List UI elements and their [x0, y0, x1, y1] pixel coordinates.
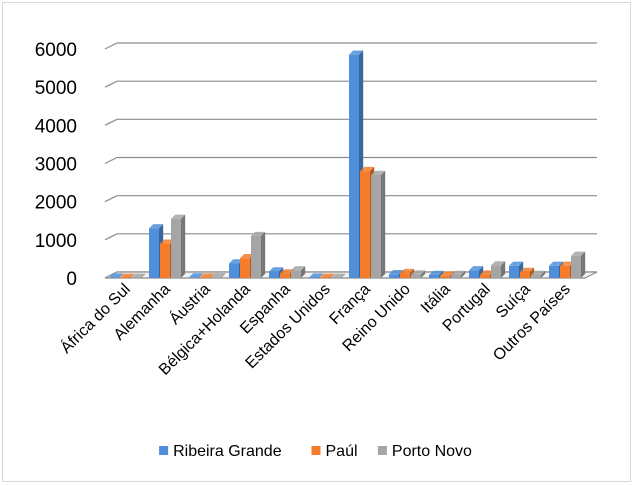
bar	[411, 270, 426, 278]
bar	[451, 270, 466, 278]
y-tick-label: 1000	[35, 231, 77, 252]
legend-item: Ribeira Grande	[159, 443, 282, 460]
bar	[309, 273, 324, 279]
y-tick-label: 0	[66, 269, 77, 290]
bar	[189, 273, 204, 278]
legend-item: Paúl	[311, 443, 358, 460]
bar-chart: 0 1000 2000 3000 4000 5000 6000 África do SulA…	[35, 40, 598, 460]
bar	[291, 266, 306, 278]
y-axis-tick-labels: 0 1000 2000 3000 4000 5000 6000	[35, 40, 77, 290]
y-tick-label: 6000	[35, 40, 77, 61]
gridline-depth	[104, 42, 118, 50]
gridline-depth	[104, 233, 118, 241]
bar	[491, 261, 506, 278]
legend-item: Porto Novo	[377, 443, 472, 460]
y-tick-label: 2000	[35, 193, 77, 214]
bar	[320, 273, 335, 279]
gridline-depth	[104, 80, 118, 88]
bar	[211, 273, 226, 278]
bar	[171, 214, 186, 278]
bar	[131, 273, 146, 279]
legend-swatch	[311, 446, 321, 455]
x-tick-label: Itália	[418, 281, 454, 317]
y-tick-label: 4000	[35, 116, 77, 137]
x-axis-category-labels: África do SulAlemanhaÁustriaBélgica+Hola…	[56, 279, 574, 378]
bars	[109, 50, 586, 279]
legend-swatch	[159, 446, 169, 455]
chart-area: 0 1000 2000 3000 4000 5000 6000 África do Sul A…	[2, 2, 631, 482]
y-tick-label: 5000	[35, 78, 77, 99]
bar	[331, 273, 346, 279]
bar	[200, 273, 215, 279]
x-tick-label: África do Sul	[56, 279, 134, 357]
gridline-depth	[104, 156, 118, 165]
bar	[251, 231, 266, 278]
gridline-depth	[104, 118, 118, 126]
bar	[120, 273, 135, 279]
bar	[371, 170, 386, 278]
legend-label: Ribeira Grande	[173, 443, 282, 460]
bar	[109, 273, 124, 279]
legend-label: Porto Novo	[392, 443, 472, 460]
legend: Ribeira Grande Paúl Porto Novo	[159, 443, 472, 460]
bar	[571, 251, 586, 278]
legend-swatch	[377, 446, 387, 455]
y-tick-label: 3000	[35, 155, 77, 176]
legend-label: Paúl	[326, 443, 358, 460]
gridline-depth	[104, 195, 118, 203]
bar	[531, 270, 546, 278]
